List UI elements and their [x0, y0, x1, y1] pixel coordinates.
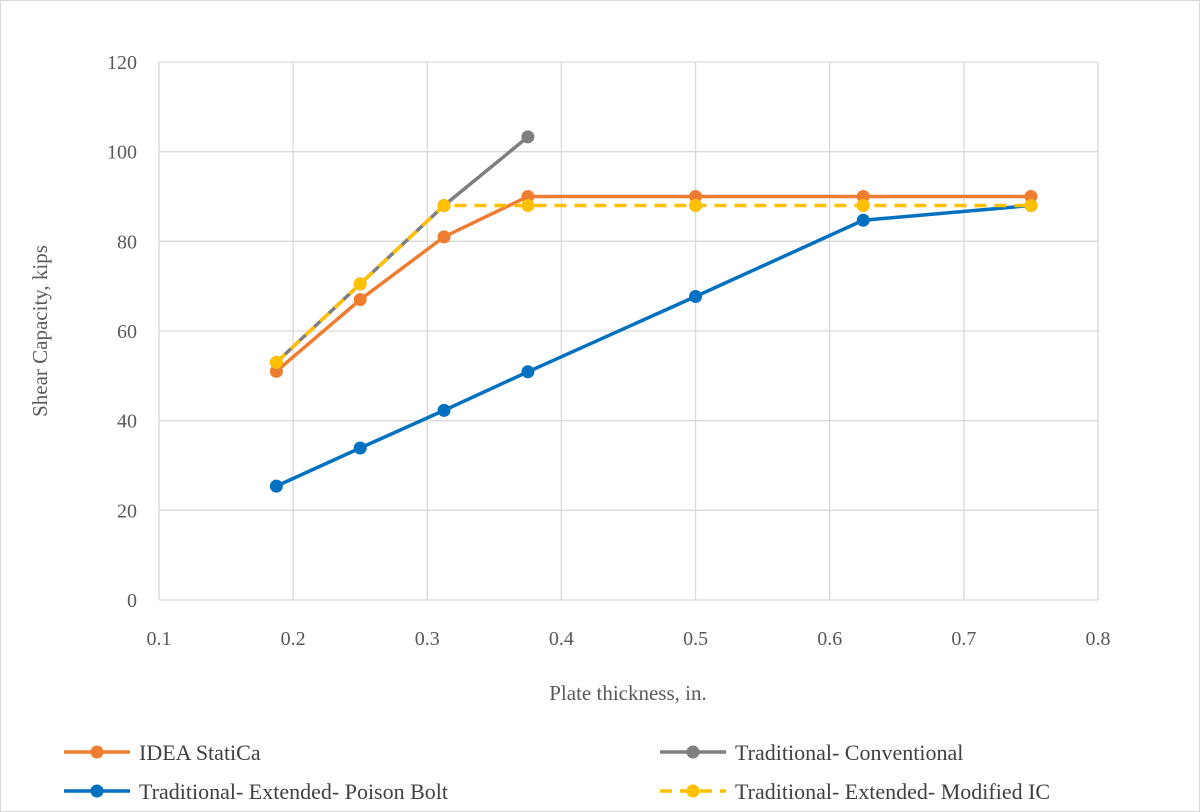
- data-point: [353, 277, 367, 291]
- y-tick-label: 60: [117, 321, 137, 343]
- series-group: [269, 130, 1038, 493]
- data-point: [521, 190, 535, 203]
- data-point: [689, 289, 703, 303]
- data-point: [521, 365, 535, 379]
- data-point: [269, 364, 283, 378]
- y-tick-label: 100: [107, 142, 137, 164]
- y-axis-label: Shear Capacity, kips: [28, 245, 52, 417]
- data-point: [856, 213, 870, 227]
- series-line: [275, 135, 530, 364]
- legend: IDEA StatiCa Traditional- Conventional Tra…: [64, 740, 1050, 804]
- series-line: [275, 203, 1031, 364]
- x-tick-label: 0.6: [817, 628, 842, 650]
- data-point: [1024, 198, 1038, 212]
- series-3: [269, 198, 1038, 369]
- legend-item: Traditional- Conventional: [660, 740, 963, 765]
- data-point: [521, 198, 535, 212]
- x-axis-label: Plate thickness, in.: [549, 681, 706, 705]
- data-point: [689, 198, 703, 212]
- x-tick-label: 0.1: [147, 628, 172, 650]
- data-point: [437, 198, 451, 212]
- y-tick-label: 40: [117, 411, 137, 433]
- x-tick-label: 0.7: [951, 628, 976, 650]
- x-tick-label: 0.5: [683, 628, 708, 650]
- series-line: [275, 203, 1032, 488]
- x-tick-label: 0.8: [1086, 628, 1111, 650]
- data-point: [521, 130, 535, 144]
- x-tick-label: 0.4: [549, 628, 574, 650]
- legend-marker: [686, 745, 700, 759]
- data-point: [856, 198, 870, 212]
- data-point: [437, 403, 451, 417]
- y-tick-label: 20: [117, 500, 137, 522]
- data-point: [269, 355, 283, 369]
- legend-label: Traditional- Extended- Modified IC: [735, 779, 1050, 804]
- data-point: [437, 230, 451, 244]
- y-tick-label: 80: [117, 231, 137, 253]
- series-line: [275, 194, 1031, 373]
- data-point: [1024, 190, 1038, 203]
- tick-labels: 0.1 0.2 0.3 0.4 0.5 0.6 0.7 0.8 0 20 40 60 80 100 120: [107, 52, 1111, 650]
- x-tick-label: 0.2: [281, 628, 306, 650]
- legend-label: Traditional- Conventional: [735, 740, 963, 765]
- legend-item: Traditional- Extended- Poison Bolt: [64, 779, 448, 804]
- legend-item: Traditional- Extended- Modified IC: [660, 779, 1050, 804]
- legend-marker: [90, 784, 104, 798]
- y-tick-label: 0: [127, 590, 137, 612]
- legend-label: IDEA StatiCa: [139, 740, 261, 765]
- data-point: [353, 293, 367, 307]
- series-2: [269, 198, 1038, 493]
- data-point: [353, 441, 367, 455]
- data-point: [269, 479, 283, 493]
- data-point: [856, 190, 870, 203]
- legend-label: Traditional- Extended- Poison Bolt: [139, 779, 448, 804]
- legend-marker: [90, 745, 104, 759]
- series-0: [269, 190, 1038, 378]
- legend-marker: [686, 784, 700, 798]
- y-tick-label: 120: [107, 52, 137, 74]
- legend-item: IDEA StatiCa: [64, 740, 261, 765]
- data-point: [689, 190, 703, 203]
- x-tick-label: 0.3: [415, 628, 440, 650]
- grid: [158, 61, 1099, 601]
